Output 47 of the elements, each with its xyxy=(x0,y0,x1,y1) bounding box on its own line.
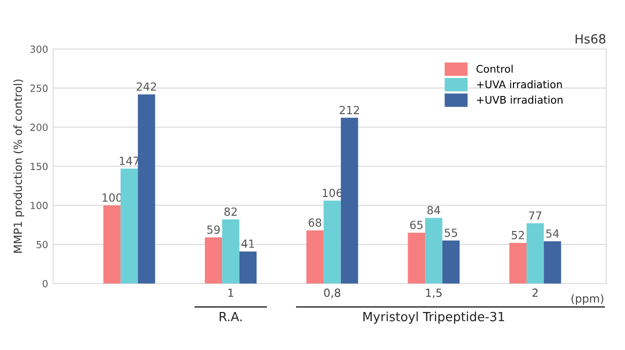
bar xyxy=(526,223,544,284)
data-label: 147 xyxy=(120,156,139,165)
legend-label: +UVB irradiation xyxy=(477,96,562,104)
y-tick-label: 150 xyxy=(30,162,48,170)
bar xyxy=(544,241,562,284)
data-label: 55 xyxy=(444,228,458,237)
bar xyxy=(324,200,341,284)
legend-label: +UVA irradiation xyxy=(477,80,562,88)
y-tick-label: 200 xyxy=(30,124,48,131)
bar xyxy=(204,237,222,284)
data-label: 242 xyxy=(136,82,156,91)
y-tick-label: 100 xyxy=(30,202,48,210)
bar xyxy=(509,242,527,284)
y-axis-title: MMP1 production (% of control) xyxy=(13,80,24,253)
data-label: 52 xyxy=(512,230,524,240)
x-tick-label: 2 xyxy=(532,288,538,297)
y-tick-label: 50 xyxy=(36,240,48,248)
bar xyxy=(138,94,156,284)
y-tick-label: 300 xyxy=(30,45,48,53)
y-tick-label: 0 xyxy=(42,280,48,288)
bar xyxy=(425,218,442,284)
y-tick-label: 250 xyxy=(30,84,48,92)
data-label: 212 xyxy=(340,106,359,114)
text: R.A. xyxy=(220,312,242,322)
bar xyxy=(103,205,121,284)
bar xyxy=(442,240,460,284)
x-tick-label: 1,5 xyxy=(426,288,442,298)
data-label: 59 xyxy=(207,225,220,234)
data-label: 82 xyxy=(224,207,237,216)
data-label: 84 xyxy=(427,206,440,214)
data-label: 41 xyxy=(241,240,254,248)
bar xyxy=(222,219,240,284)
text: Myristoyl Tripeptide-31 xyxy=(363,312,504,324)
x-tick-label: 0,8 xyxy=(324,288,340,298)
data-label: 65 xyxy=(410,220,423,230)
x-tick-label: 1 xyxy=(228,288,234,297)
bar xyxy=(239,251,257,284)
bar xyxy=(120,168,138,284)
bar xyxy=(306,230,324,284)
legend-label: Control xyxy=(476,64,513,73)
chart-title: Hs68 xyxy=(576,34,606,44)
data-label: 77 xyxy=(529,212,542,220)
text: (ppm) xyxy=(572,294,604,305)
data-label: 68 xyxy=(308,218,322,227)
bar xyxy=(340,118,358,284)
bar xyxy=(408,232,426,284)
data-label: 54 xyxy=(546,229,559,238)
